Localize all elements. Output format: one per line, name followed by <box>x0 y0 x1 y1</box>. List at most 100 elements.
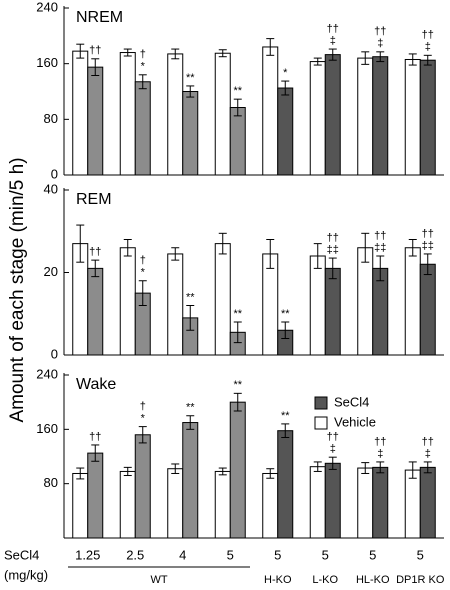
x-tick-label: 1.25 <box>75 547 100 562</box>
panel-title: Wake <box>76 376 116 393</box>
y-tick-label: 0 <box>51 166 58 181</box>
significance-mark: †† <box>422 228 434 240</box>
significance-mark: ‡ <box>330 35 336 47</box>
bar <box>119 52 136 176</box>
x-axis-unit: (mg/kg) <box>4 567 48 582</box>
bar <box>214 243 231 356</box>
bar <box>372 56 389 176</box>
legend-label: Vehicle <box>334 414 376 429</box>
x-tick-label: 5 <box>417 547 424 562</box>
significance-mark: †† <box>374 230 386 242</box>
bar <box>357 57 374 176</box>
y-tick-label: 160 <box>36 55 58 70</box>
bar <box>277 430 294 539</box>
group-label: L-KO <box>312 574 338 586</box>
bar <box>134 434 151 539</box>
bar <box>229 107 246 176</box>
significance-mark: ‡ <box>377 38 383 50</box>
significance-mark: ** <box>233 308 242 320</box>
y-tick-label: 40 <box>44 181 58 196</box>
significance-mark: †† <box>89 246 101 258</box>
y-tick-label: 80 <box>44 111 58 126</box>
group-label: H-KO <box>264 574 292 586</box>
significance-mark: * <box>141 413 146 425</box>
significance-mark: †† <box>327 232 339 244</box>
x-tick-label: 5 <box>369 547 376 562</box>
group-label: DP1R KO <box>396 574 445 586</box>
significance-mark: †† <box>327 431 339 443</box>
bar <box>357 467 374 539</box>
y-axis-label: Amount of each stage (min/5 h) <box>7 157 28 422</box>
significance-mark: ‡‡ <box>374 242 386 254</box>
bar <box>324 267 341 356</box>
significance-mark: ‡ <box>425 41 431 53</box>
significance-mark: ‡‡ <box>422 240 434 252</box>
x-tick-label: 4 <box>179 547 186 562</box>
bar <box>277 87 294 176</box>
significance-mark: †† <box>89 431 101 443</box>
significance-mark: ** <box>281 410 290 422</box>
x-tick-label: 5 <box>322 547 329 562</box>
bar <box>357 247 374 356</box>
significance-mark: † <box>140 401 146 413</box>
significance-mark: †† <box>422 436 434 448</box>
bar <box>372 267 389 356</box>
panel-title: NREM <box>76 9 123 26</box>
y-tick-label: 240 <box>36 366 58 381</box>
legend-swatch <box>314 416 328 430</box>
bar <box>119 470 136 539</box>
bar <box>419 263 436 356</box>
significance-mark: ‡ <box>330 443 336 455</box>
bar <box>182 422 199 539</box>
bar <box>324 54 341 176</box>
significance-mark: ‡ <box>377 448 383 460</box>
bar <box>404 58 421 176</box>
y-tick-label: 240 <box>36 0 58 14</box>
significance-mark: ** <box>186 72 195 84</box>
significance-mark: ** <box>233 379 242 391</box>
bar <box>404 247 421 356</box>
panel-title: REM <box>76 191 112 208</box>
bar <box>87 66 104 176</box>
bar <box>262 46 279 176</box>
bar <box>419 59 436 176</box>
legend-swatch <box>314 396 328 410</box>
significance-mark: ‡ <box>425 448 431 460</box>
significance-mark: †† <box>89 45 101 57</box>
group-label: WT <box>150 574 167 586</box>
bar <box>214 52 231 176</box>
significance-mark: †† <box>422 29 434 41</box>
bar <box>182 91 199 176</box>
significance-mark: * <box>141 61 146 73</box>
group-label: HL-KO <box>356 574 390 586</box>
y-tick-label: 20 <box>44 264 58 279</box>
x-tick-label: 5 <box>274 547 281 562</box>
bar <box>87 267 104 356</box>
bar <box>372 466 389 539</box>
significance-mark: * <box>283 67 288 79</box>
bar <box>72 472 89 539</box>
y-tick-label: 0 <box>51 346 58 361</box>
bar <box>262 472 279 539</box>
bar <box>229 401 246 539</box>
significance-mark: ** <box>281 308 290 320</box>
bar <box>324 462 341 539</box>
bar <box>309 466 326 539</box>
bar <box>167 253 184 356</box>
significance-mark: ** <box>233 85 242 97</box>
y-tick-label: 80 <box>44 475 58 490</box>
significance-mark: †† <box>374 26 386 38</box>
bar <box>309 61 326 176</box>
significance-mark: * <box>141 267 146 279</box>
bar <box>309 255 326 356</box>
bar <box>419 466 436 539</box>
significance-mark: † <box>140 255 146 267</box>
x-tick-label: 5 <box>227 547 234 562</box>
significance-mark: ** <box>186 402 195 414</box>
bar <box>72 50 89 176</box>
significance-mark: ** <box>186 291 195 303</box>
bar <box>167 468 184 539</box>
significance-mark: †† <box>374 436 386 448</box>
bar <box>404 469 421 539</box>
